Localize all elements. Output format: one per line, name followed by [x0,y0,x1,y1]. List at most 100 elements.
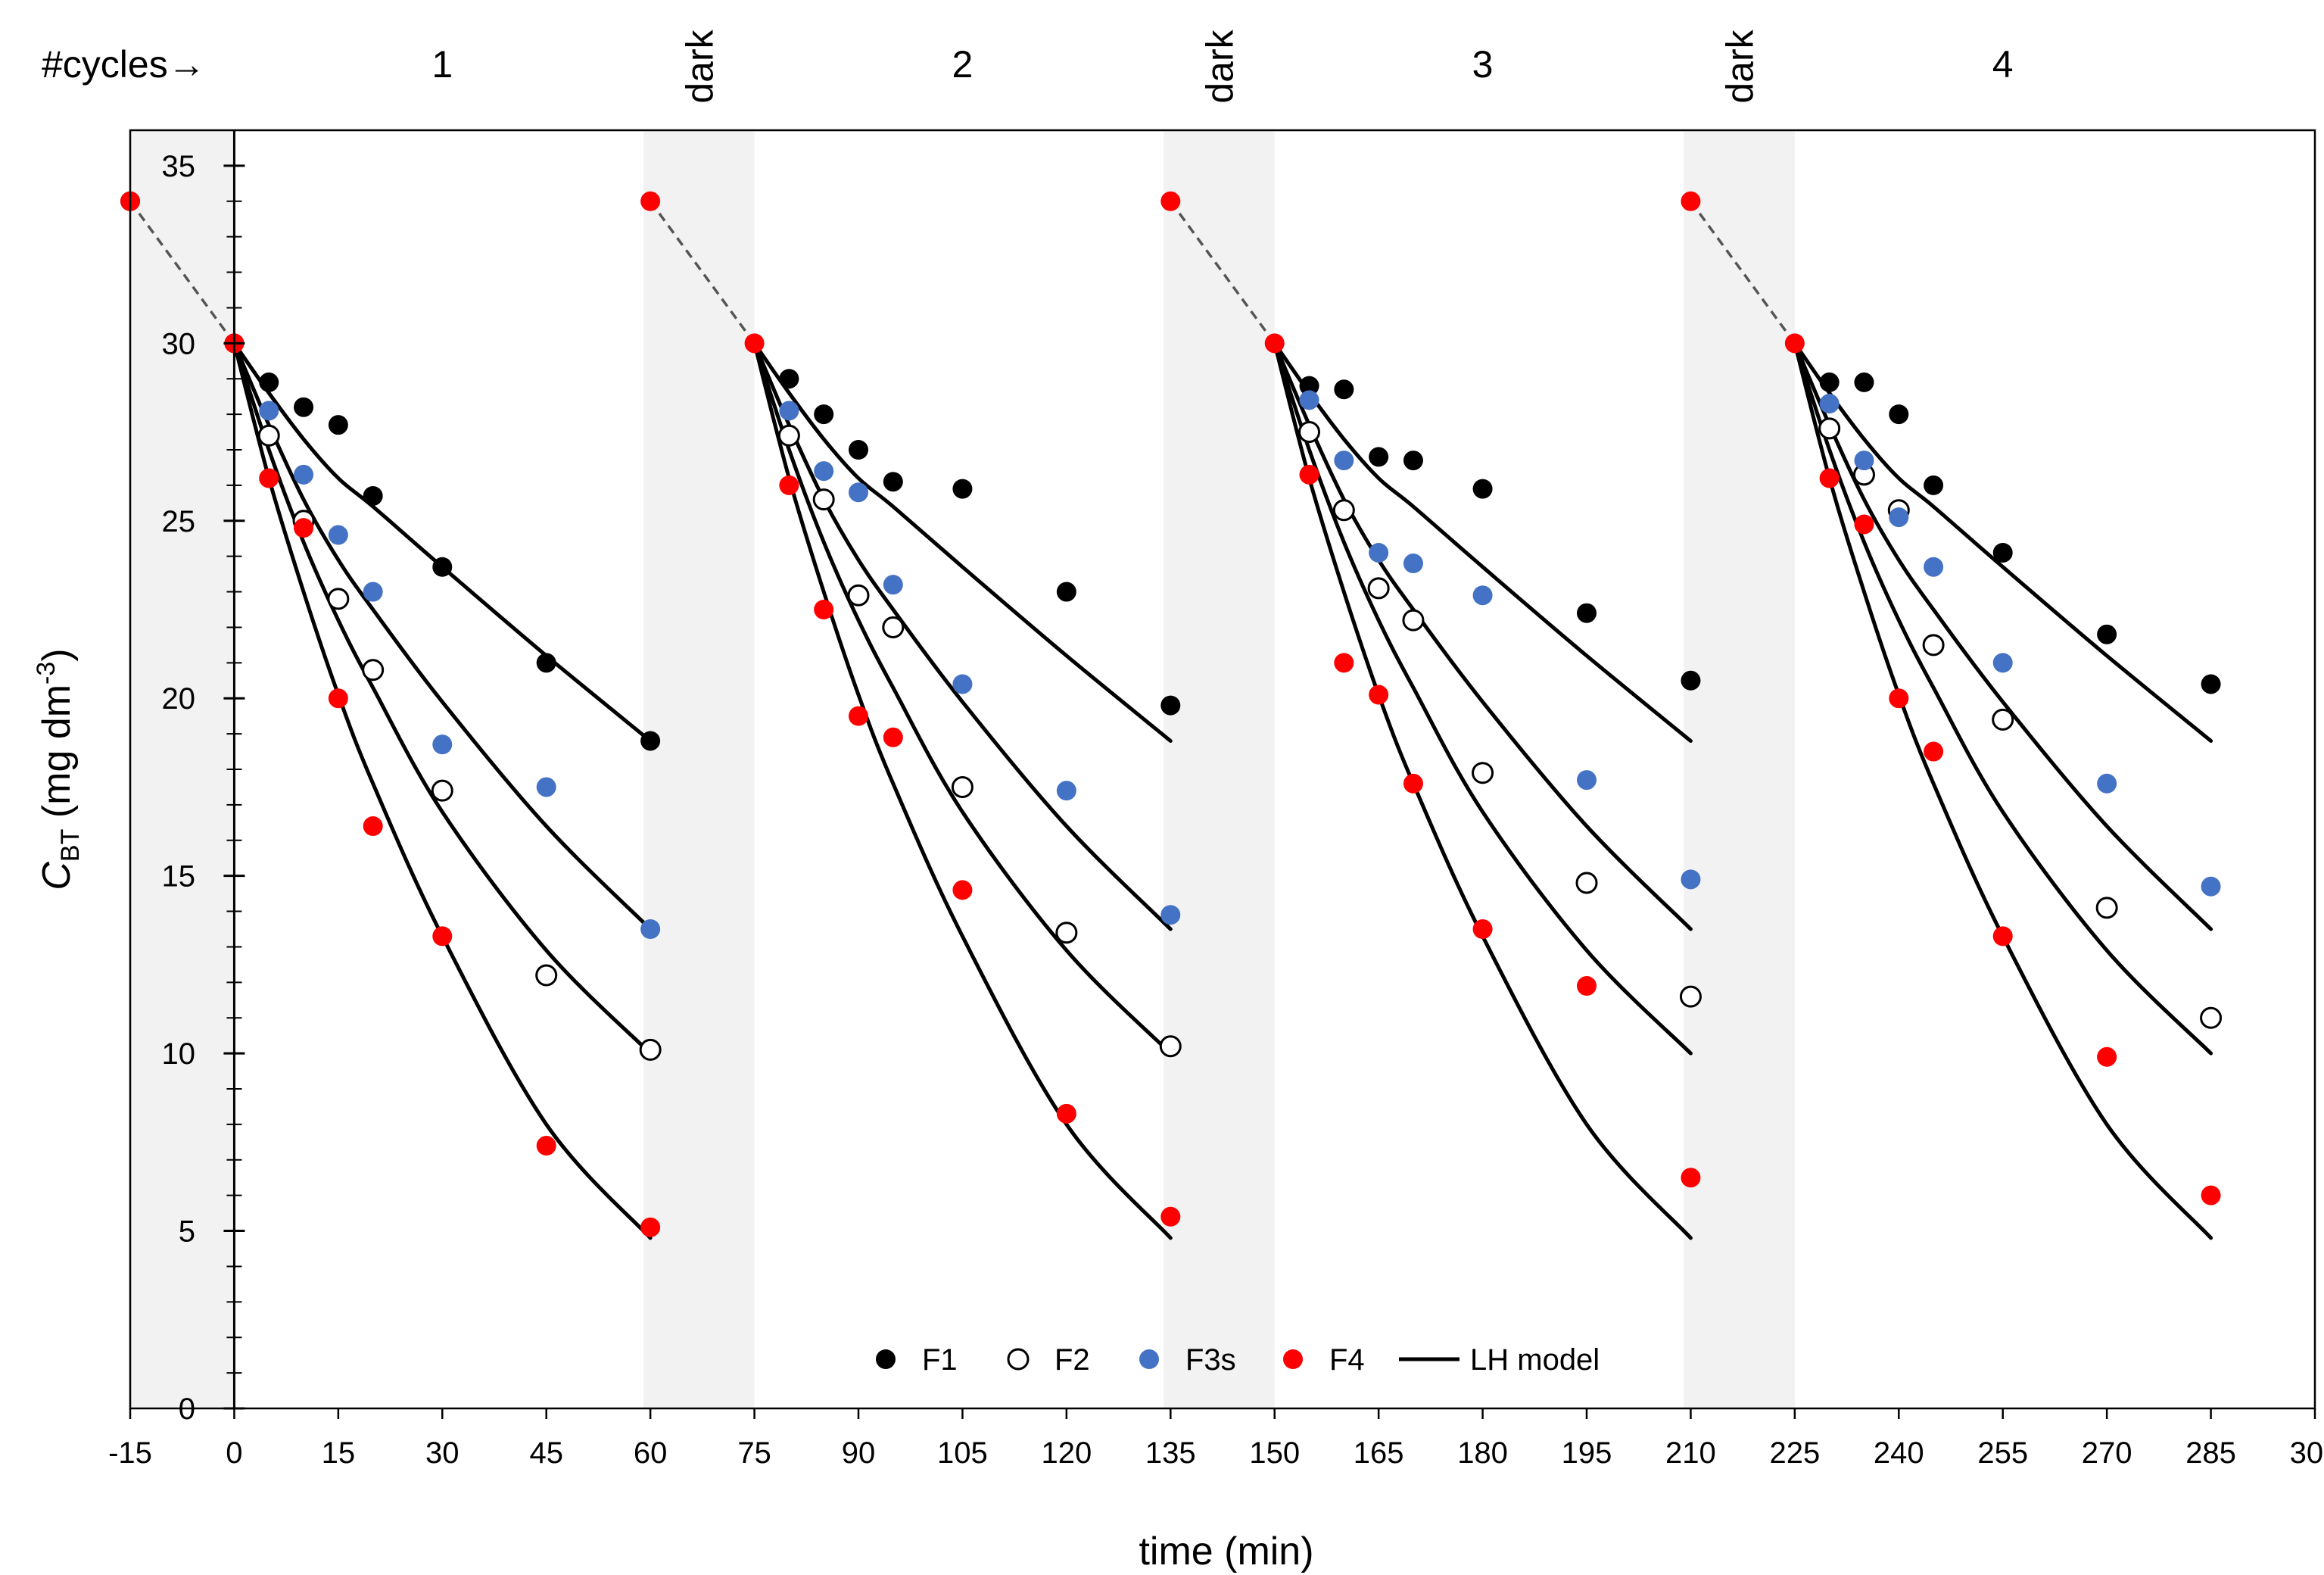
point-f1-19 [1403,451,1423,471]
point-f4-11 [779,475,799,495]
point-f1-29 [2201,674,2221,694]
dark-region-1 [643,130,755,1408]
x-tick-label-285: 285 [2185,1436,2236,1470]
point-f2-10 [882,616,905,638]
x-tick-label-120: 120 [1041,1436,1092,1470]
cycle-label-4: 4 [1992,43,2014,86]
x-tick-label-270: 270 [2082,1436,2132,1470]
point-f1-17 [1334,379,1354,400]
point-f4-34 [2097,1046,2117,1067]
point-f1-3 [294,397,314,417]
pre-illumination-region [130,130,235,1408]
y-tick-label-0: 0 [179,1393,195,1426]
point-f2-26 [2095,897,2118,919]
point-f1-27 [1992,542,2013,563]
point-f4-18 [1160,191,1181,211]
point-f1-8 [640,731,661,751]
point-f4-14 [883,727,903,747]
point-f4-7 [536,1136,556,1156]
point-f4-15 [952,880,973,900]
point-f3s-25 [1992,653,2013,673]
point-f2-25 [1992,708,2014,731]
dark-region-2 [1164,130,1275,1408]
lh-model-curve-c3-3 [1273,341,1693,1056]
lh-model-curve-c1-3 [232,341,653,1056]
x-tick-label-30: 30 [425,1436,460,1470]
point-f1-23 [1819,372,1840,392]
point-f3s-15 [1334,451,1354,471]
point-f3s-24 [1924,557,1944,577]
point-f3s-27 [2201,876,2221,897]
y-axis-title-main: C [35,862,79,890]
point-f4-22 [1369,685,1389,705]
axes: -15 0 15 30 45 60 75 90 105 120 135 150 165 180 195 210… [108,129,2324,1470]
x-tick-label--15: -15 [108,1436,152,1470]
lh-model-curve-c3-1 [1273,341,1693,743]
point-f2-0 [257,424,280,447]
lh-model-curve-c4-2 [1793,341,2213,931]
x-tick-label-75: 75 [737,1436,771,1470]
x-tick-label-90: 90 [842,1436,876,1470]
point-f4-12 [814,600,834,619]
legend-marker-f4 [1283,1349,1303,1369]
point-f2-8 [812,488,835,511]
point-f4-13 [849,706,868,726]
point-f3s-4 [432,734,453,755]
point-f1-12 [883,472,903,492]
point-f3s-22 [1854,451,1874,471]
point-f2-6 [639,1038,662,1061]
point-f3s-20 [1681,869,1701,890]
x-tick-label-135: 135 [1145,1436,1196,1470]
point-f1-13 [952,479,973,499]
x-tick-label-240: 240 [1874,1436,1924,1470]
point-f2-12 [1055,922,1078,944]
point-f1-11 [849,440,868,460]
point-f1-15 [1160,695,1181,716]
point-f2-17 [1402,609,1425,632]
plot-frame [129,129,2316,1410]
point-f3s-18 [1472,585,1493,606]
point-f2-7 [777,424,800,447]
x-tick-label-255: 255 [1977,1436,2028,1470]
point-f4-24 [1472,919,1493,939]
point-f4-17 [1160,1206,1181,1227]
point-f4-35 [2201,1185,2221,1205]
legend-label-f2: F2 [1055,1343,1090,1377]
lh-model-curve-c1-4 [232,341,653,1240]
x-tick-label-300: 300 [2290,1436,2324,1470]
cycles-header: #cycles→ [42,43,206,86]
dark-label-2: dark [1198,29,1241,103]
dark-region-3 [1684,130,1795,1408]
legend-marker-f1 [876,1349,896,1369]
point-f1-26 [1924,475,1944,495]
data-points [120,191,2223,1237]
point-f2-14 [1298,421,1321,444]
point-f3s-13 [1160,905,1181,925]
point-f1-20 [1472,479,1493,499]
dark-label-1: dark [678,29,721,103]
point-f1-5 [363,485,383,506]
x-tick-label-225: 225 [1769,1436,1820,1470]
point-f4-31 [1889,688,1909,709]
point-f2-21 [1818,417,1841,440]
cycle-label-3: 3 [1472,43,1494,86]
point-f4-32 [1924,741,1944,762]
lh-model-curve-c4-3 [1793,341,2213,1056]
labels: time (min) CBT (mg dm-3) #cycles→ 1 2 3 4 dark d… [32,29,2014,1573]
point-f2-18 [1472,762,1494,784]
point-f3s-7 [779,401,799,421]
point-f2-5 [535,964,558,987]
legend-label-f3s: F3s [1185,1343,1236,1377]
point-f4-33 [1992,926,2013,947]
point-f2-16 [1367,577,1390,600]
point-f4-19 [1264,333,1285,354]
point-f2-15 [1332,499,1355,522]
lh-model-curve-c2-3 [752,341,1173,1056]
point-f2-24 [1922,634,1945,657]
point-f3s-23 [1889,507,1909,528]
point-f1-7 [536,653,556,673]
dark-connectors [129,200,1796,345]
point-f3s-0 [259,401,279,421]
point-f3s-12 [1056,781,1076,801]
